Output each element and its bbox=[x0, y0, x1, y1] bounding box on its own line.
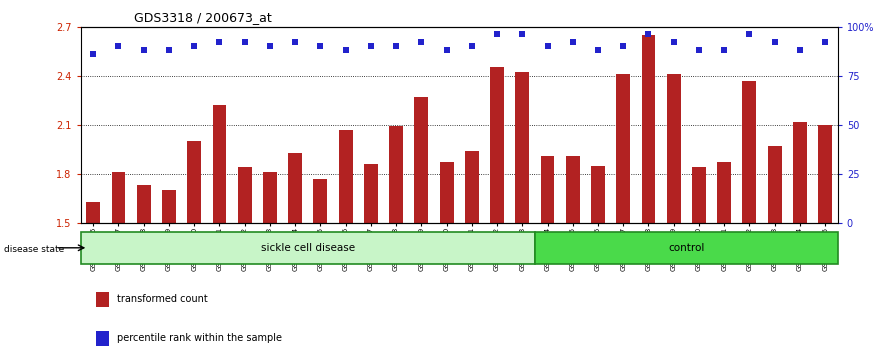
Bar bbox=[591, 166, 605, 223]
Bar bbox=[137, 185, 151, 223]
Point bbox=[717, 47, 731, 53]
Bar bbox=[81, 232, 535, 264]
Point bbox=[237, 39, 252, 45]
Point bbox=[86, 51, 100, 57]
Bar bbox=[339, 130, 352, 223]
Point bbox=[742, 32, 756, 37]
Bar bbox=[515, 73, 530, 223]
Bar bbox=[263, 172, 277, 223]
Bar bbox=[212, 105, 227, 223]
Point bbox=[793, 47, 807, 53]
Point bbox=[314, 44, 328, 49]
Point bbox=[616, 44, 631, 49]
Text: transformed count: transformed count bbox=[117, 295, 208, 304]
Point bbox=[364, 44, 378, 49]
Point bbox=[187, 44, 202, 49]
Point bbox=[212, 39, 227, 45]
Point bbox=[490, 32, 504, 37]
Point bbox=[590, 47, 605, 53]
Point bbox=[389, 44, 403, 49]
Point bbox=[667, 39, 681, 45]
Point bbox=[111, 44, 125, 49]
Point bbox=[439, 47, 453, 53]
Bar bbox=[793, 121, 806, 223]
Bar bbox=[566, 156, 580, 223]
Bar bbox=[162, 190, 176, 223]
Bar bbox=[718, 162, 731, 223]
Bar bbox=[490, 68, 504, 223]
Point bbox=[288, 39, 302, 45]
Point bbox=[414, 39, 428, 45]
Bar bbox=[314, 179, 327, 223]
Point bbox=[263, 44, 277, 49]
Point bbox=[339, 47, 353, 53]
Bar bbox=[616, 74, 630, 223]
Bar bbox=[415, 97, 428, 223]
Point bbox=[465, 44, 479, 49]
Bar bbox=[465, 151, 478, 223]
Bar bbox=[187, 141, 201, 223]
Point bbox=[818, 39, 832, 45]
Bar bbox=[818, 125, 832, 223]
Text: disease state: disease state bbox=[4, 245, 65, 254]
Bar bbox=[540, 156, 555, 223]
Point bbox=[692, 47, 706, 53]
Bar bbox=[364, 164, 378, 223]
Point bbox=[642, 32, 656, 37]
Bar bbox=[743, 81, 756, 223]
Bar bbox=[389, 126, 403, 223]
Point bbox=[768, 39, 782, 45]
Bar bbox=[692, 167, 706, 223]
Bar bbox=[237, 167, 252, 223]
Bar bbox=[535, 232, 838, 264]
Bar bbox=[440, 162, 453, 223]
Text: GDS3318 / 200673_at: GDS3318 / 200673_at bbox=[134, 11, 271, 24]
Bar bbox=[642, 35, 655, 223]
Bar bbox=[289, 153, 302, 223]
Point bbox=[515, 32, 530, 37]
Point bbox=[136, 47, 151, 53]
Text: control: control bbox=[668, 243, 704, 253]
Point bbox=[565, 39, 580, 45]
Text: sickle cell disease: sickle cell disease bbox=[261, 243, 355, 253]
Point bbox=[540, 44, 555, 49]
Bar bbox=[112, 172, 125, 223]
Text: percentile rank within the sample: percentile rank within the sample bbox=[117, 333, 282, 343]
Bar bbox=[96, 331, 109, 346]
Bar bbox=[667, 74, 681, 223]
Point bbox=[162, 47, 177, 53]
Bar bbox=[96, 292, 109, 307]
Bar bbox=[86, 202, 100, 223]
Bar bbox=[768, 146, 781, 223]
